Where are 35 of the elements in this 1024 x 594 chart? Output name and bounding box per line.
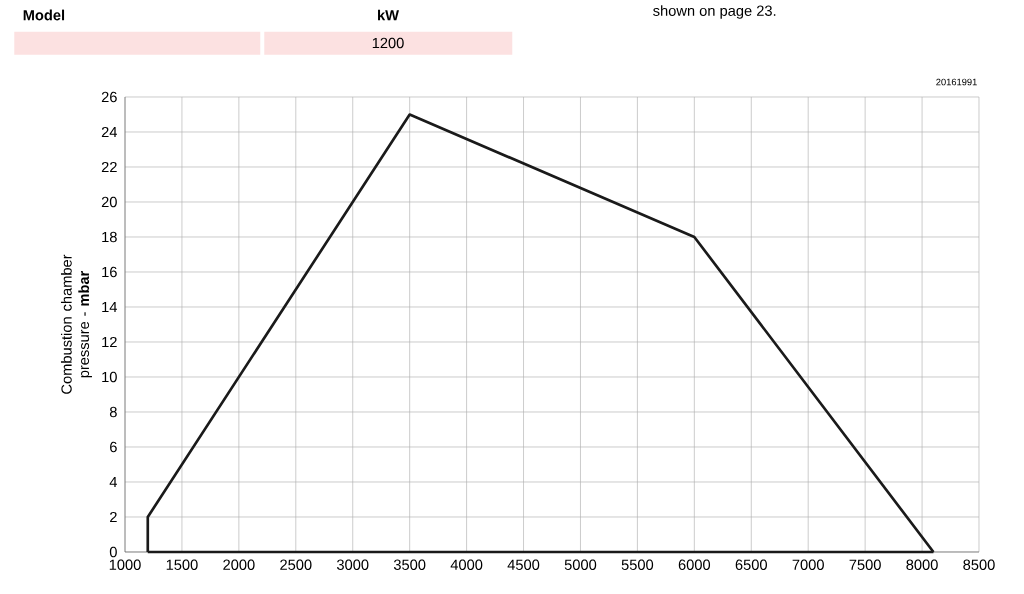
text: shown on page 23. — [653, 5, 776, 19]
y-tick-label: 20 — [101, 196, 117, 208]
x-tick-label: 5500 — [621, 559, 654, 570]
x-tick-label: 4500 — [507, 559, 540, 570]
x-tick-label: 1000 — [109, 559, 141, 570]
y-tick-label: 12 — [102, 336, 117, 348]
y-tick-label: 0 — [109, 546, 117, 558]
y-tick-label: 26 — [101, 91, 117, 103]
text: Model — [23, 9, 65, 21]
x-tick-label: 6500 — [735, 559, 767, 570]
y-tick-label: 16 — [102, 266, 117, 278]
x-tick-label: 8500 — [963, 559, 995, 570]
x-tick-label: 4000 — [450, 559, 483, 570]
y-tick-label: 22 — [101, 161, 117, 173]
y-tick-label: 4 — [109, 476, 118, 488]
x-tick-label: 3000 — [336, 559, 369, 570]
y-tick-label: 14 — [102, 301, 118, 313]
text: kW — [378, 9, 399, 21]
x-tick-label: 2000 — [223, 559, 255, 570]
x-tick-label: 7000 — [792, 559, 824, 570]
y-tick-label: 24 — [101, 126, 118, 138]
x-tick-label: 5000 — [564, 559, 597, 570]
y-tick-label: 10 — [102, 371, 117, 383]
text: 1200 — [372, 37, 404, 49]
y-tick-label: 6 — [110, 441, 117, 453]
x-tick-label: 3500 — [393, 559, 426, 570]
x-tick-label: 7500 — [849, 559, 881, 570]
x-tick-label: 2500 — [280, 559, 312, 570]
x-tick-label: 8000 — [906, 559, 938, 570]
y-tick-label: 2 — [110, 511, 117, 523]
x-tick-label: 6000 — [678, 559, 711, 570]
text: 20161991 — [936, 78, 977, 86]
x-tick-label: 1500 — [166, 559, 198, 570]
y-tick-label: 18 — [102, 231, 117, 243]
y-tick-label: 8 — [109, 406, 117, 418]
